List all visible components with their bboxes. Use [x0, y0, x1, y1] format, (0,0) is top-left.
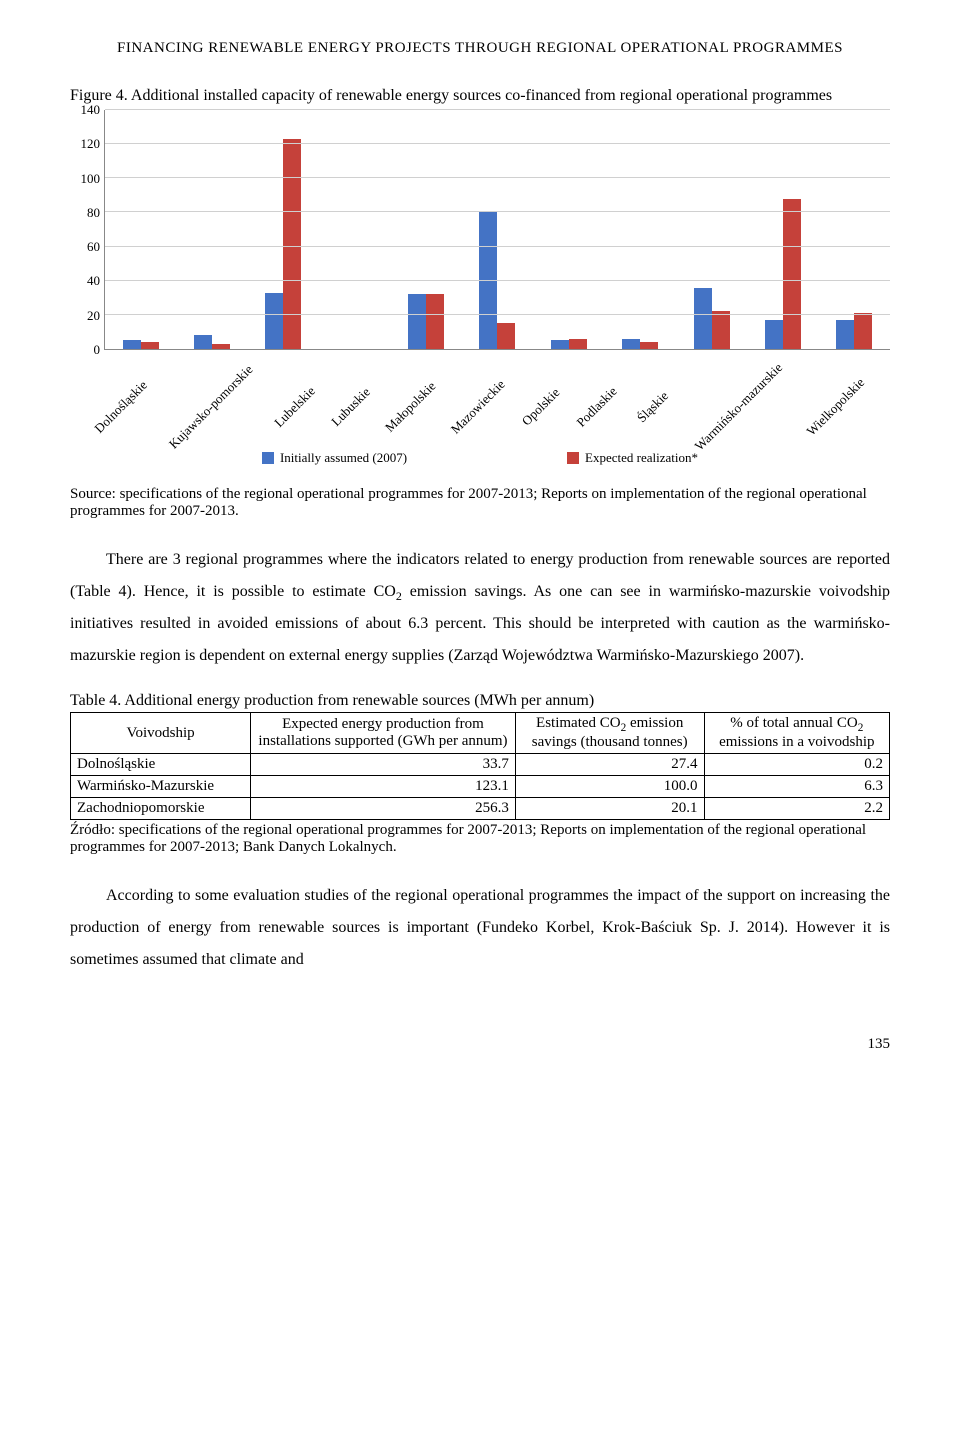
table-header-cell: % of total annual CO2 emissions in a voi… [704, 713, 889, 754]
table-row: Warmińsko-Mazurskie123.1100.06.3 [71, 776, 890, 798]
y-tick-label: 120 [81, 136, 101, 152]
table-cell: Dolnośląskie [71, 754, 251, 776]
table-header-cell: Expected energy production from installa… [251, 713, 516, 754]
page-number: 135 [70, 1036, 890, 1053]
table-cell: 27.4 [515, 754, 704, 776]
x-tick-label: Wielkopolskie [803, 375, 920, 492]
data-table: VoivodshipExpected energy production fro… [70, 712, 890, 820]
bar [783, 199, 801, 349]
bar [426, 294, 444, 349]
table-cell: 123.1 [251, 776, 516, 798]
y-tick-label: 100 [81, 171, 101, 187]
y-tick-label: 20 [87, 308, 100, 324]
table-cell: 0.2 [704, 754, 889, 776]
paragraph-2: According to some evaluation studies of … [70, 880, 890, 976]
y-tick-label: 0 [94, 342, 101, 358]
bar-chart: 020406080100120140 DolnośląskieKujawsko-… [70, 110, 890, 466]
table-cell: Warmińsko-Mazurskie [71, 776, 251, 798]
bar [194, 335, 212, 349]
table-cell: 33.7 [251, 754, 516, 776]
table-body: Dolnośląskie33.727.40.2Warmińsko-Mazursk… [71, 754, 890, 820]
bar [212, 344, 230, 349]
table-header-cell: Voivodship [71, 713, 251, 754]
table-cell: 6.3 [704, 776, 889, 798]
running-head: FINANCING RENEWABLE ENERGY PROJECTS THRO… [70, 40, 890, 57]
table-source: Źródło: specifications of the regional o… [70, 822, 890, 856]
bar [569, 339, 587, 349]
table-row: Dolnośląskie33.727.40.2 [71, 754, 890, 776]
bar [479, 212, 497, 349]
bar [854, 313, 872, 349]
bar [694, 288, 712, 349]
bar [622, 339, 640, 349]
table-row: Zachodniopomorskie256.320.12.2 [71, 798, 890, 820]
y-tick-label: 80 [87, 205, 100, 221]
chart-plot-area [104, 110, 890, 350]
table-cell: 2.2 [704, 798, 889, 820]
bar [712, 311, 730, 349]
bar [640, 342, 658, 349]
bar [551, 340, 569, 349]
chart-x-labels: DolnośląskieKujawsko-pomorskieLubelskieL… [104, 390, 890, 480]
table-cell: Zachodniopomorskie [71, 798, 251, 820]
bar [283, 139, 301, 349]
bar [265, 293, 283, 349]
y-tick-label: 140 [81, 102, 101, 118]
paragraph-1: There are 3 regional programmes where th… [70, 544, 890, 672]
table-cell: 100.0 [515, 776, 704, 798]
bar [123, 340, 141, 349]
table-cell: 20.1 [515, 798, 704, 820]
figure-caption: Figure 4. Additional installed capacity … [70, 87, 890, 105]
table-header-row: VoivodshipExpected energy production fro… [71, 713, 890, 754]
table-caption: Table 4. Additional energy production fr… [70, 692, 890, 710]
bar [141, 342, 159, 349]
table-cell: 256.3 [251, 798, 516, 820]
bar [836, 320, 854, 349]
y-tick-label: 60 [87, 239, 100, 255]
bar [408, 294, 426, 349]
table-header-cell: Estimated CO2 emission savings (thousand… [515, 713, 704, 754]
bar [497, 323, 515, 349]
y-tick-label: 40 [87, 273, 100, 289]
chart-y-axis: 020406080100120140 [70, 110, 104, 350]
bar [765, 320, 783, 349]
